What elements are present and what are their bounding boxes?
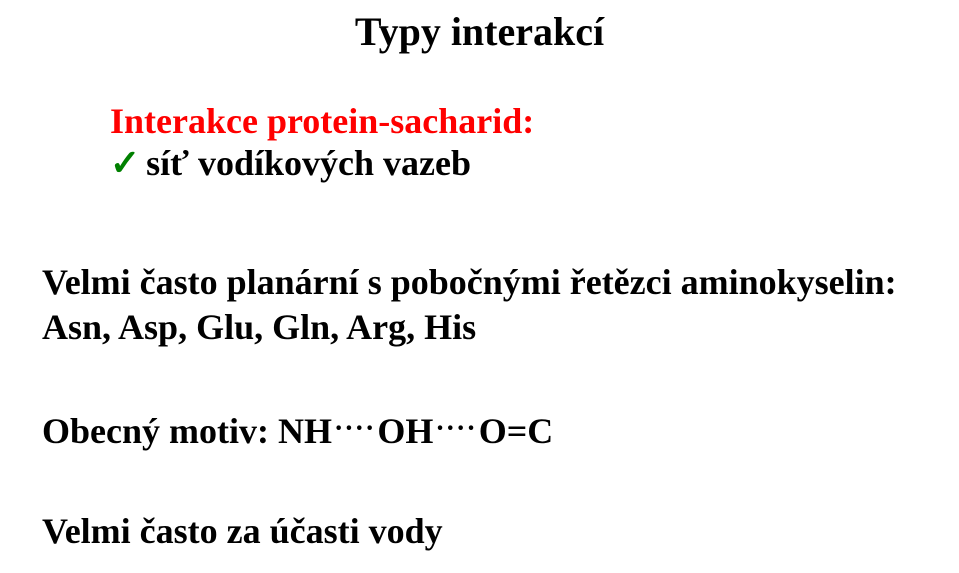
motif-dots-2: ···· — [433, 413, 478, 444]
motif-part-c: O=C — [479, 411, 554, 451]
bullet-text: síť vodíkových vazeb — [146, 142, 471, 184]
check-icon: ✓ — [110, 145, 140, 181]
footer-text: Velmi často za účasti vody — [42, 510, 443, 552]
body-line-2: Asn, Asp, Glu, Gln, Arg, His — [42, 305, 897, 350]
motif-block: Obecný motiv: NH····OH····O=C — [42, 410, 553, 452]
subtitle-text: Interakce protein-sacharid: — [110, 100, 534, 142]
subtitle-block: Interakce protein-sacharid: ✓ síť vodíko… — [110, 100, 534, 184]
body-line-1: Velmi často planární s pobočnými řetězci… — [42, 260, 897, 305]
bullet-row: ✓ síť vodíkových vazeb — [110, 142, 534, 184]
motif-part-a: NH — [278, 411, 332, 451]
motif-label: Obecný motiv: — [42, 411, 278, 451]
slide: Typy interakcí Interakce protein-sachari… — [0, 0, 959, 573]
motif-dots-1: ···· — [332, 413, 377, 444]
motif-part-b: OH — [377, 411, 433, 451]
slide-title: Typy interakcí — [0, 8, 959, 55]
body-block: Velmi často planární s pobočnými řetězci… — [42, 260, 897, 350]
